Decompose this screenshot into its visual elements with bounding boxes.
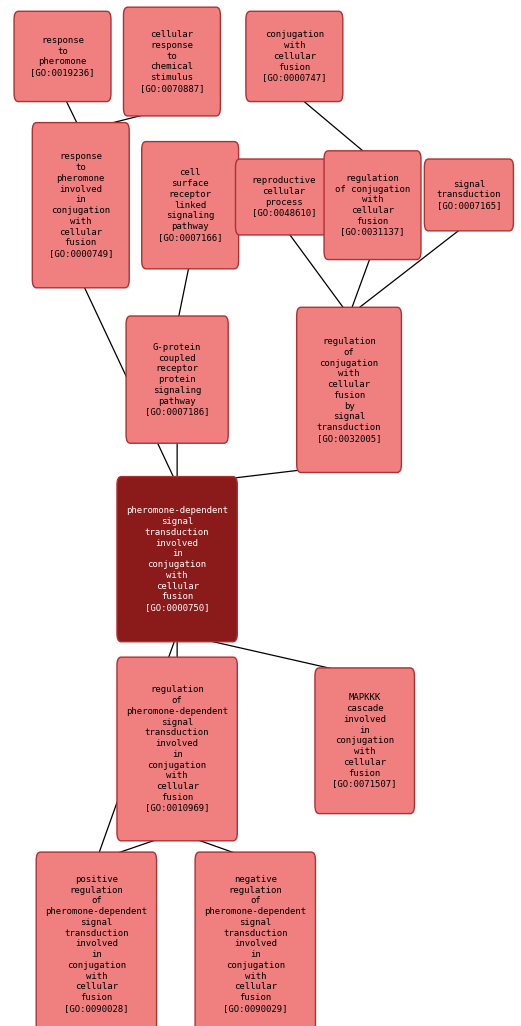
- Text: MAPKKK
cascade
involved
in
conjugation
with
cellular
fusion
[GO:0071507]: MAPKKK cascade involved in conjugation w…: [332, 694, 397, 788]
- FancyBboxPatch shape: [235, 159, 332, 235]
- FancyBboxPatch shape: [117, 658, 238, 841]
- Text: G-protein
coupled
receptor
protein
signaling
pathway
[GO:0007186]: G-protein coupled receptor protein signa…: [145, 343, 209, 417]
- Text: regulation
of
conjugation
with
cellular
fusion
by
signal
transduction
[GO:003200: regulation of conjugation with cellular …: [317, 337, 381, 443]
- FancyBboxPatch shape: [32, 123, 129, 288]
- Text: response
to
pheromone
[GO:0019236]: response to pheromone [GO:0019236]: [30, 36, 95, 77]
- Text: cellular
response
to
chemical
stimulus
[GO:0070887]: cellular response to chemical stimulus […: [140, 30, 204, 93]
- FancyBboxPatch shape: [297, 308, 401, 473]
- FancyBboxPatch shape: [36, 852, 156, 1026]
- FancyBboxPatch shape: [424, 159, 514, 231]
- Text: regulation
of
pheromone-dependent
signal
transduction
involved
in
conjugation
wi: regulation of pheromone-dependent signal…: [126, 685, 228, 813]
- Text: response
to
pheromone
involved
in
conjugation
with
cellular
fusion
[GO:0000749]: response to pheromone involved in conjug…: [48, 152, 113, 259]
- FancyBboxPatch shape: [195, 852, 315, 1026]
- FancyBboxPatch shape: [142, 142, 239, 269]
- FancyBboxPatch shape: [14, 11, 111, 102]
- Text: positive
regulation
of
pheromone-dependent
signal
transduction
involved
in
conju: positive regulation of pheromone-depende…: [45, 875, 147, 1013]
- Text: pheromone-dependent
signal
transduction
involved
in
conjugation
with
cellular
fu: pheromone-dependent signal transduction …: [126, 506, 228, 613]
- FancyBboxPatch shape: [123, 7, 220, 116]
- Text: conjugation
with
cellular
fusion
[GO:0000747]: conjugation with cellular fusion [GO:000…: [262, 31, 327, 82]
- Text: regulation
of conjugation
with
cellular
fusion
[GO:0031137]: regulation of conjugation with cellular …: [335, 173, 410, 237]
- Text: negative
regulation
of
pheromone-dependent
signal
transduction
involved
in
conju: negative regulation of pheromone-depende…: [204, 875, 306, 1013]
- Text: signal
transduction
[GO:0007165]: signal transduction [GO:0007165]: [437, 180, 501, 210]
- FancyBboxPatch shape: [324, 151, 421, 260]
- Text: cell
surface
receptor
linked
signaling
pathway
[GO:0007166]: cell surface receptor linked signaling p…: [158, 168, 222, 242]
- Text: reproductive
cellular
process
[GO:0048610]: reproductive cellular process [GO:004861…: [252, 176, 316, 218]
- FancyBboxPatch shape: [126, 316, 228, 443]
- FancyBboxPatch shape: [246, 11, 343, 102]
- FancyBboxPatch shape: [315, 668, 414, 814]
- FancyBboxPatch shape: [117, 476, 238, 642]
